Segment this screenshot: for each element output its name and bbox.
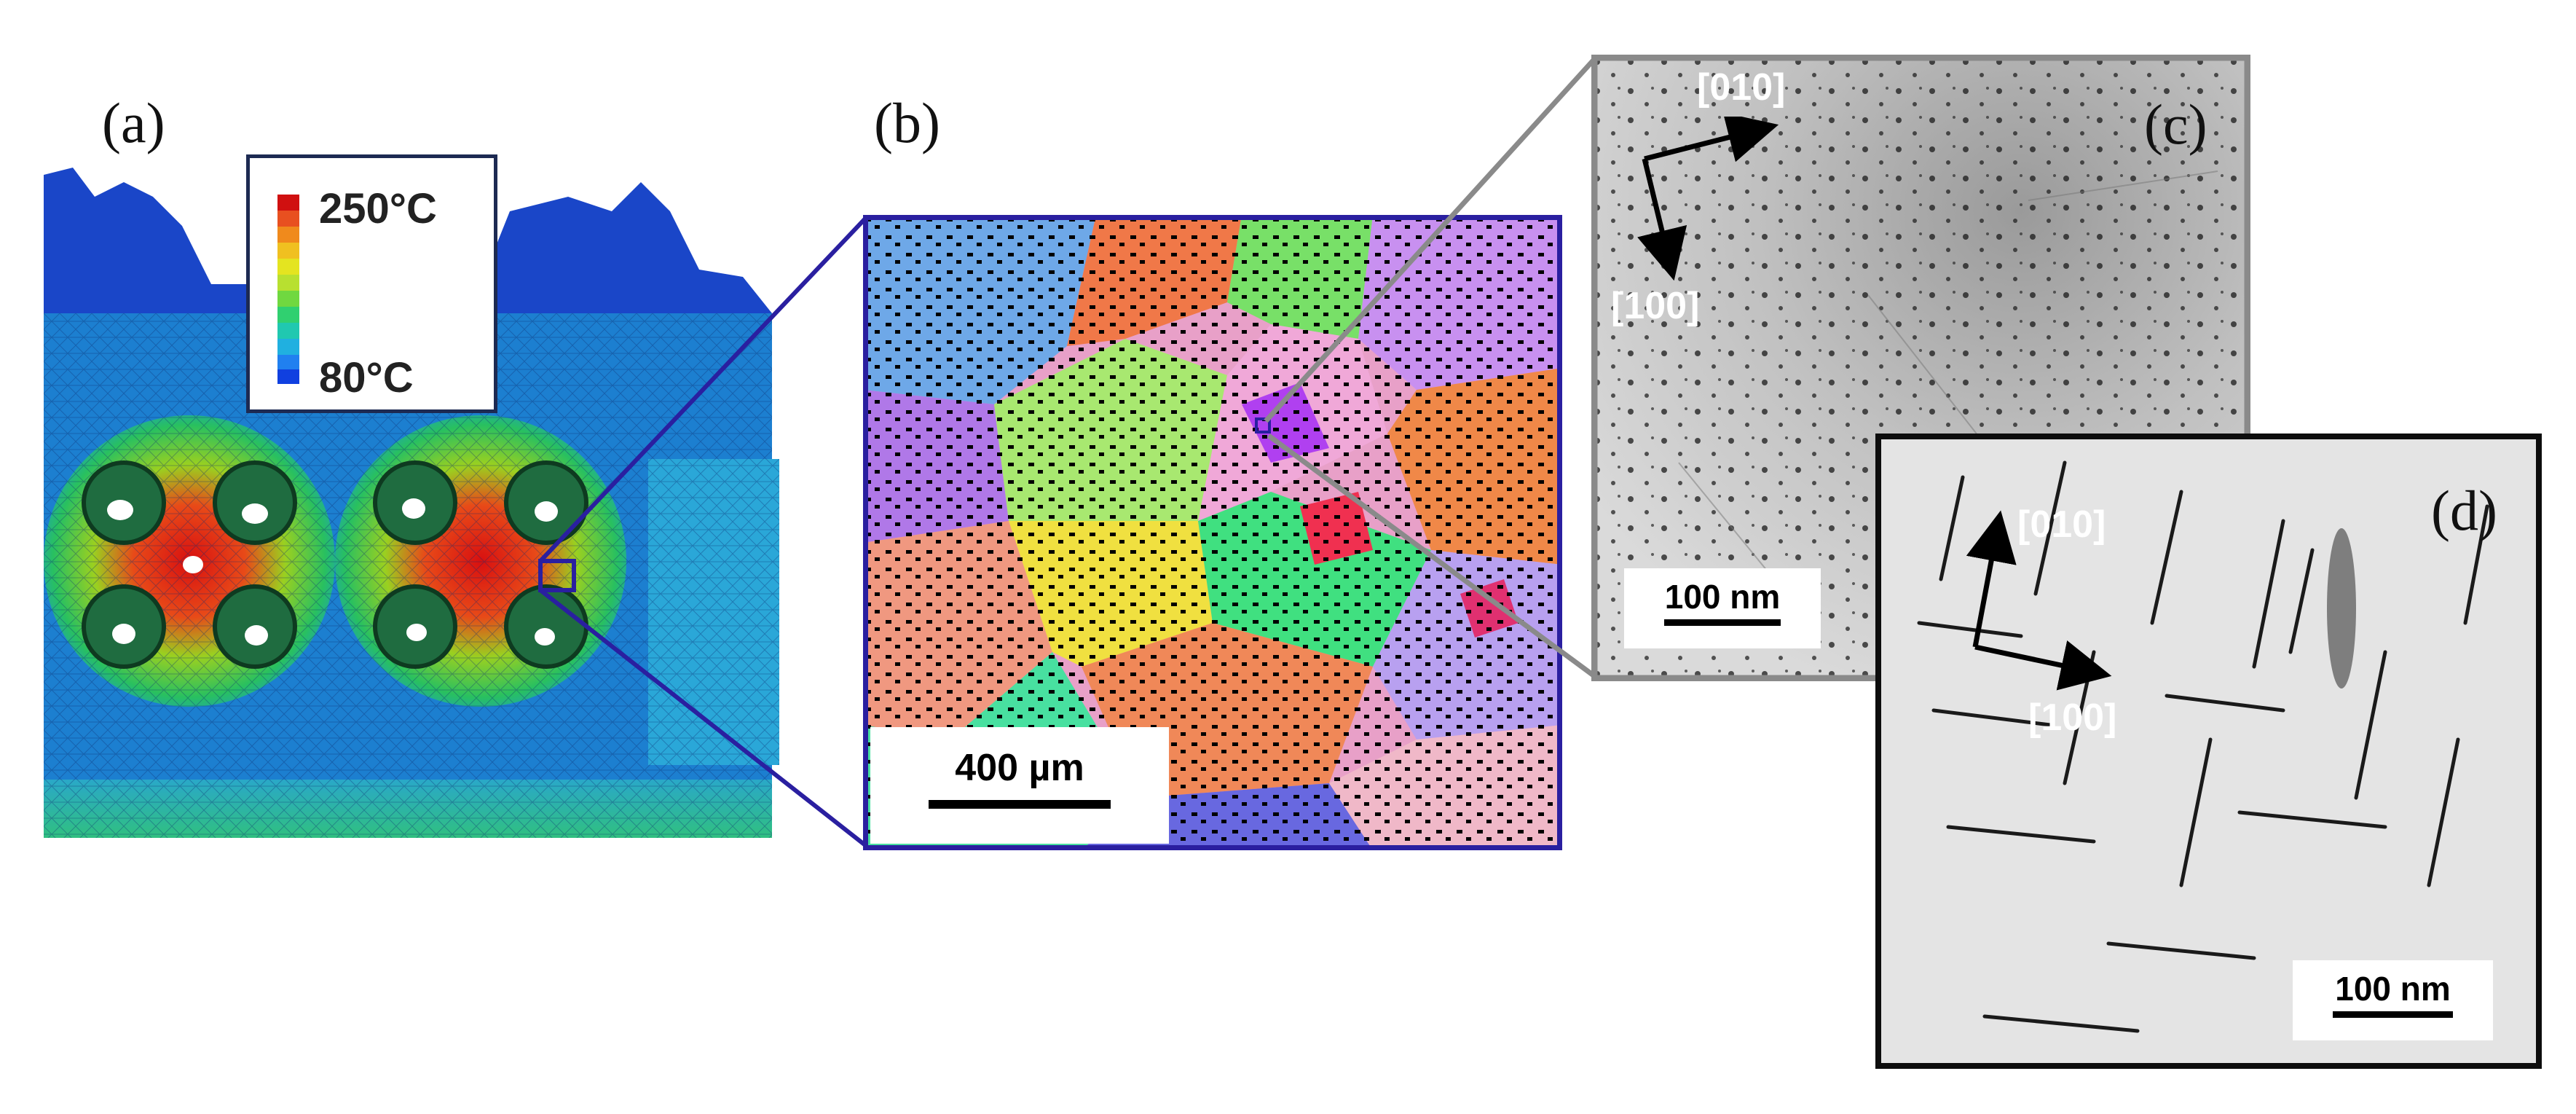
direction-label-d-side: [100] — [2028, 697, 2117, 739]
scale-bar-b-label: 400 µm — [955, 747, 1084, 789]
engine-thermal-map — [44, 168, 779, 838]
direction-label-d-top: [010] — [2017, 503, 2106, 546]
scale-bar-b-line — [929, 800, 1111, 809]
direction-arrows-c — [1637, 117, 1779, 281]
legend-colorbar — [277, 195, 299, 384]
panel-b-label: (b) — [874, 91, 940, 154]
direction-arrows-d — [1966, 510, 2112, 691]
scale-bar-c-line — [1664, 619, 1781, 626]
scale-bar-d: 100 nm — [2293, 960, 2493, 1040]
panel-d-label: (d) — [2431, 479, 2497, 542]
scale-bar-d-line — [2333, 1011, 2453, 1018]
direction-label-c-top: [010] — [1697, 66, 1786, 109]
scale-bar-b: 400 µm — [870, 727, 1169, 844]
scale-bar-c-label: 100 nm — [1664, 578, 1781, 616]
panel-a-label: (a) — [102, 91, 165, 154]
tem-image-d — [1875, 434, 2542, 1069]
legend-max-label: 250°C — [319, 185, 437, 232]
legend-min-label: 80°C — [319, 354, 414, 401]
scale-bar-d-label: 100 nm — [2335, 970, 2451, 1008]
panel-c-label: (c) — [2144, 93, 2207, 156]
direction-label-c-side: [100] — [1611, 285, 1700, 327]
temperature-legend: 250°C 80°C — [246, 154, 497, 413]
scale-bar-c: 100 nm — [1624, 568, 1821, 648]
